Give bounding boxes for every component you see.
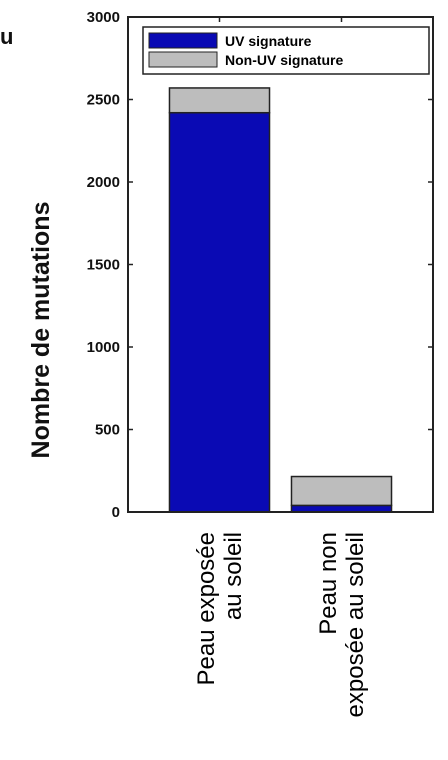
- x-axis-category-labels: Peau exposée au soleil Peau non exposée au …: [193, 532, 369, 717]
- y-tick-label: 2500: [87, 92, 120, 109]
- legend-label: UV signature: [225, 33, 312, 49]
- bar-non-uv-1: [168, 87, 271, 114]
- y-tick-label: 500: [95, 422, 120, 439]
- bars-group: [168, 87, 393, 513]
- bar-uv-1: [168, 111, 271, 513]
- cropped-text-fragment: u: [0, 24, 13, 49]
- y-tick-label: 1500: [87, 257, 120, 274]
- legend-label: Non-UV signature: [225, 52, 343, 68]
- x-category-label: Peau non: [315, 532, 342, 635]
- bar-non-uv-2: [290, 475, 393, 507]
- y-axis-ticks: 0 500 1000 1500 2000 2500 3000: [87, 9, 433, 521]
- legend-swatch: [148, 51, 218, 68]
- x-category-label: Peau exposée: [193, 532, 220, 685]
- x-category-label: au soleil: [220, 532, 247, 620]
- x-category-label: exposée au soleil: [342, 532, 369, 717]
- y-tick-label: 2000: [87, 174, 120, 191]
- legend-swatch: [148, 32, 218, 49]
- y-tick-label: 0: [112, 504, 120, 521]
- y-tick-label: 3000: [87, 9, 120, 26]
- legend: UV signature Non-UV signature: [142, 26, 430, 75]
- y-axis-label: Nombre de mutations: [27, 202, 55, 459]
- y-tick-label: 1000: [87, 339, 120, 356]
